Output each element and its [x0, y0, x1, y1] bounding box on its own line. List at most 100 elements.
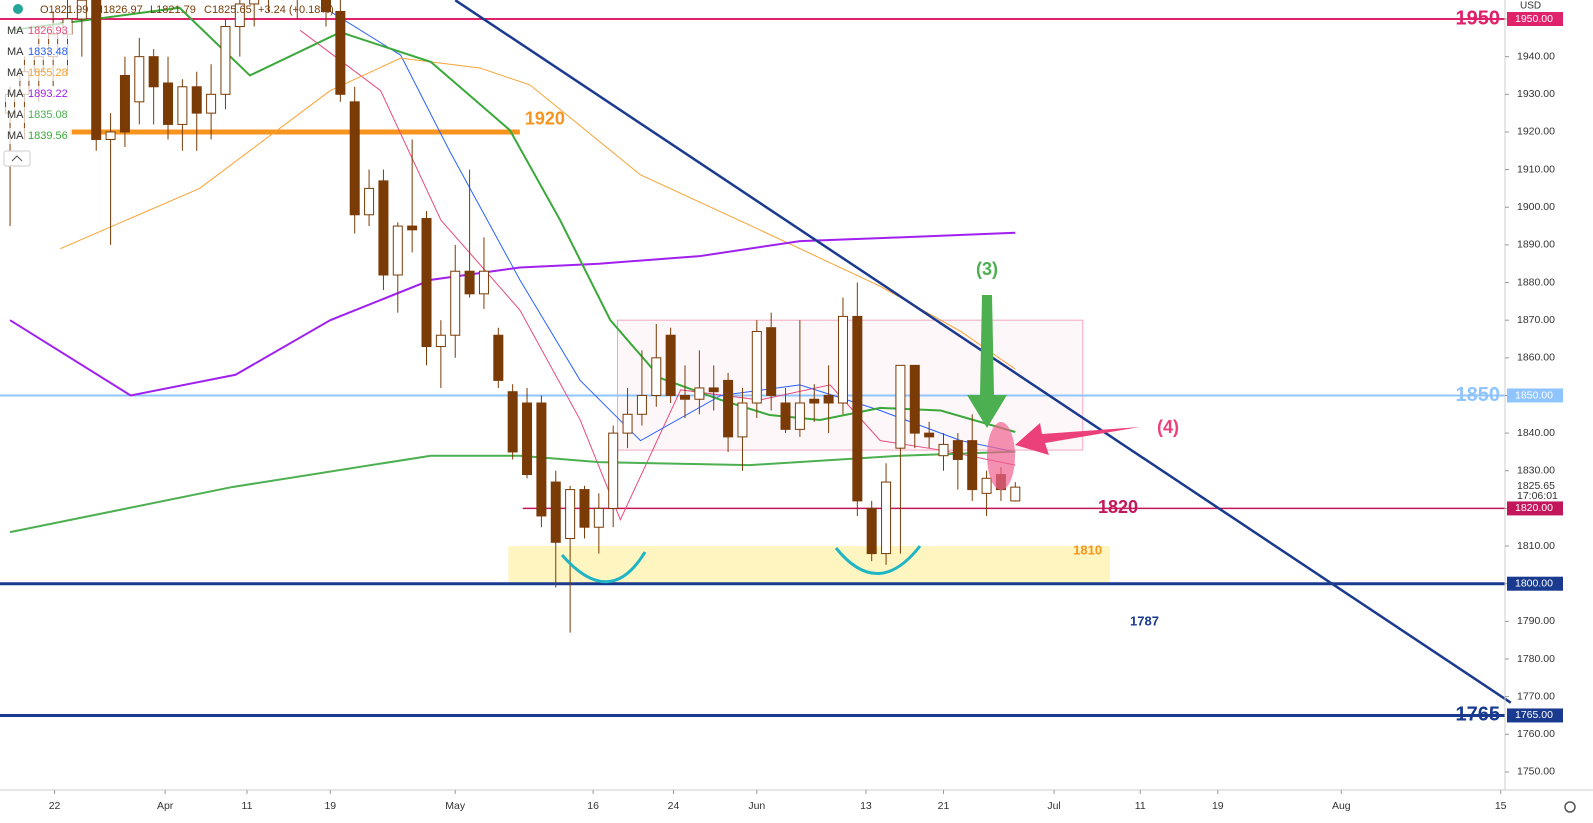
candle-body	[191, 86, 202, 114]
x-tick-label: Apr	[157, 800, 174, 812]
candle-body	[837, 315, 848, 404]
legend-name: MA	[7, 25, 24, 37]
y-tick-label: 1940.00	[1517, 50, 1555, 62]
support-zone	[508, 546, 1111, 584]
y-tick-label: 1770.00	[1517, 690, 1555, 702]
x-tick-label: 13	[860, 800, 872, 812]
x-tick-label: 19	[1212, 800, 1224, 812]
candle-body	[550, 481, 561, 543]
moving-average	[9, 231, 1016, 397]
candle-body	[780, 402, 791, 430]
x-tick-label: 16	[587, 800, 599, 812]
y-tick-label: 1900.00	[1517, 201, 1555, 213]
ohlc-close: C1825.65	[204, 4, 252, 16]
candle-body	[249, 0, 260, 5]
candle-body	[924, 432, 935, 438]
moving-average	[299, 29, 1016, 521]
plot-area: 1810 1950 1850 1820 1765 1920	[0, 0, 1512, 726]
last-price-label: 1825.65	[1517, 480, 1555, 492]
legend-value: 1893.22	[28, 88, 68, 100]
candle-body	[177, 86, 188, 125]
x-tick-label: 22	[49, 800, 61, 812]
x-tick-label: 24	[668, 800, 680, 812]
candle-body	[507, 391, 518, 453]
candle-body	[608, 432, 619, 509]
candle-body	[206, 93, 217, 114]
candle-body	[823, 394, 834, 404]
y-tick-label: 1840.00	[1517, 427, 1555, 439]
wave-label: (4)	[1157, 417, 1179, 437]
price-badge	[1507, 12, 1563, 27]
legend-bg	[4, 128, 72, 144]
candle-body	[593, 507, 604, 528]
x-tick-label: May	[445, 800, 466, 812]
candle-body	[981, 477, 992, 494]
candle-body	[119, 74, 130, 133]
candle-body	[794, 402, 805, 430]
candle-body	[565, 489, 576, 540]
legend-bg	[4, 86, 72, 102]
candle-body	[1010, 486, 1021, 502]
bottom-curve	[560, 551, 647, 584]
candle-body	[751, 330, 762, 404]
y-tick-label: 1750.00	[1517, 766, 1555, 778]
candle-body	[407, 225, 418, 231]
candle-body	[881, 481, 892, 555]
x-tick-label: Jun	[748, 800, 765, 812]
y-tick-label: 1860.00	[1517, 352, 1555, 364]
arrow-4	[1015, 423, 1140, 455]
candle-body	[636, 394, 647, 415]
y-tick-label: 1780.00	[1517, 653, 1555, 665]
candle-body	[622, 413, 633, 434]
legend-value: 1833.48	[28, 46, 68, 58]
candle-body	[766, 327, 777, 396]
price-badge	[1507, 708, 1563, 723]
bottom-curve	[834, 545, 922, 575]
price-badge-label: 1820.00	[1515, 502, 1553, 514]
highlight-ellipse	[987, 422, 1015, 490]
ohlc-open: O1821.99	[40, 4, 88, 16]
legend-value: 1855.28	[28, 67, 68, 79]
candle-body	[895, 364, 906, 449]
moving-average	[330, 11, 1016, 453]
y-tick-label: 1870.00	[1517, 314, 1555, 326]
level-label: 1850	[1456, 384, 1501, 406]
y-tick-label: 1930.00	[1517, 88, 1555, 100]
candle-body	[651, 357, 662, 396]
candle-body	[148, 56, 159, 88]
price-badge	[1507, 576, 1563, 591]
candle-body	[909, 364, 920, 434]
collapse-button[interactable]	[3, 150, 31, 167]
candle-body	[680, 394, 691, 400]
y-tick-label: 1880.00	[1517, 276, 1555, 288]
level-label: 1820	[1098, 497, 1138, 517]
candle-body	[694, 387, 705, 400]
candle-body	[665, 334, 676, 396]
candle-body	[335, 10, 346, 95]
candle-body	[435, 334, 446, 348]
legend-name: MA	[7, 130, 24, 142]
settings-icon[interactable]	[1564, 801, 1576, 813]
candle-body	[450, 270, 461, 336]
candle-body	[522, 402, 533, 476]
x-tick-label: 11	[242, 800, 253, 812]
status-dot	[13, 4, 23, 14]
level-label: 1765	[1456, 704, 1501, 726]
x-tick-label: Jul	[1047, 800, 1060, 812]
candle-body	[967, 440, 978, 491]
candle-body	[579, 489, 590, 528]
currency[interactable]: USD	[1520, 1, 1541, 12]
candle-body	[536, 402, 547, 517]
candle-body	[852, 315, 863, 502]
level-label: 1950	[1456, 7, 1501, 29]
price-badge	[1507, 388, 1563, 403]
price-badge-label: 1765.00	[1515, 709, 1553, 721]
y-tick-label: 1810.00	[1517, 540, 1555, 552]
legend-value: 1835.08	[28, 109, 68, 121]
price-badge-label: 1950.00	[1515, 13, 1553, 25]
zone-label: 1810	[1073, 542, 1102, 557]
candle-body	[708, 387, 719, 393]
ohlc-high: H1826.97	[95, 4, 143, 16]
y-tick-label: 1890.00	[1517, 239, 1555, 251]
